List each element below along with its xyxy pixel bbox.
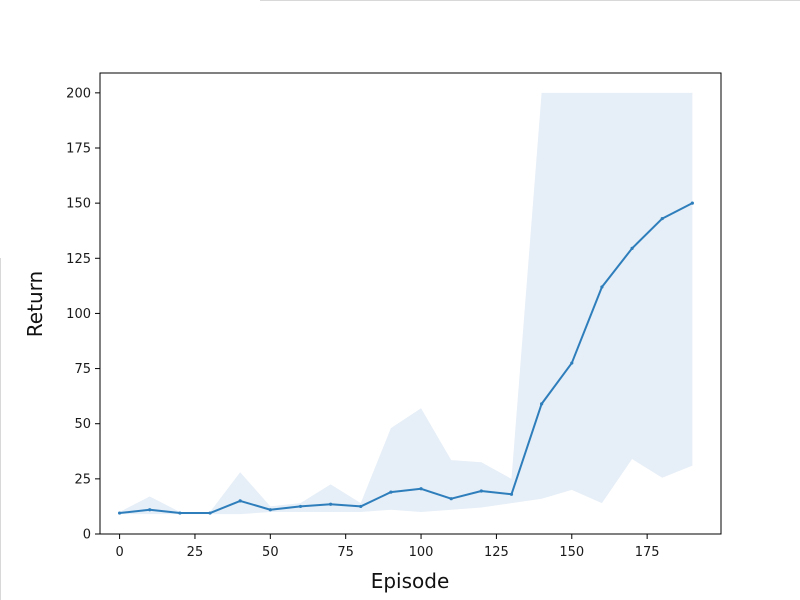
x-axis-label: Episode <box>371 569 450 593</box>
y-tick-label: 75 <box>74 362 91 377</box>
x-tick-label: 0 <box>115 545 123 560</box>
data-point <box>570 361 574 365</box>
y-tick-label: 100 <box>66 307 91 322</box>
data-point <box>389 490 393 494</box>
data-point <box>178 511 182 515</box>
y-tick-label: 0 <box>83 528 91 543</box>
data-point <box>419 487 423 491</box>
x-tick-label: 150 <box>559 545 584 560</box>
series-line-layer <box>119 202 693 515</box>
data-point <box>298 504 303 509</box>
data-point <box>359 504 363 509</box>
data-point <box>268 508 272 512</box>
x-tick-label: 75 <box>337 545 354 560</box>
top-edge-line <box>260 0 800 1</box>
data-point <box>238 499 242 503</box>
data-point <box>690 201 694 205</box>
confidence-band-layer <box>119 92 693 515</box>
data-point <box>600 285 604 289</box>
y-tick-label: 125 <box>66 252 91 267</box>
data-point <box>509 492 514 496</box>
data-point <box>449 497 453 501</box>
x-tick-label: 50 <box>262 545 279 560</box>
y-tick-label: 175 <box>66 141 91 156</box>
data-point <box>117 511 122 515</box>
data-point <box>148 508 152 512</box>
series-line-0 <box>119 202 693 515</box>
y-axis-label: Return <box>23 271 47 337</box>
x-tick-label: 100 <box>409 545 434 560</box>
series-point-layer <box>117 201 694 515</box>
y-tick-label: 200 <box>66 86 91 101</box>
data-point <box>479 489 483 493</box>
plot-frame <box>99 72 722 535</box>
data-point <box>540 402 544 406</box>
x-tick-label: 175 <box>635 545 660 560</box>
x-tick-label: 125 <box>484 545 509 560</box>
y-tick-label: 50 <box>74 417 91 432</box>
data-point <box>660 216 664 221</box>
y-tick-label: 25 <box>74 472 91 487</box>
left-edge-line <box>0 258 1 600</box>
y-tick-label: 150 <box>66 197 91 212</box>
y-axis-ticks: 0 25 50 75 100 125 150 175 200 <box>66 86 100 543</box>
data-point <box>208 511 212 515</box>
confidence-band-0 <box>119 92 693 515</box>
data-point <box>329 502 333 506</box>
x-tick-label: 25 <box>187 545 204 560</box>
data-point <box>630 246 634 250</box>
x-axis-ticks: 0 25 50 75 100 125 150 175 <box>115 534 660 560</box>
